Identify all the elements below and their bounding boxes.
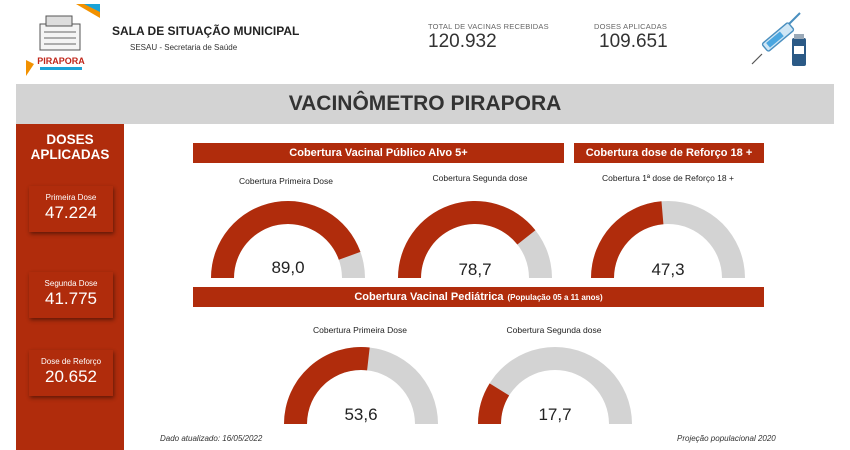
sidebar-title-line2: APLICADAS (30, 147, 110, 162)
pirapora-logo: PIRAPORA (26, 4, 100, 76)
updated-date-note: Dado atualizado: 16/05/2022 (160, 434, 263, 443)
gauge-caption-pediatric-second-dose: Cobertura Segunda dose (506, 325, 602, 335)
gauge-first-dose (211, 201, 365, 278)
kpi-value-total-vaccines: 120.932 (428, 31, 497, 52)
gauge-value-first-dose: 89,0 (271, 258, 305, 277)
section-title-booster: Cobertura dose de Reforço 18 + (585, 147, 753, 159)
section-bar-pediatric: Cobertura Vacinal Pediátrica (População … (193, 287, 764, 307)
sidebar-title: DOSES APLICADAS (16, 132, 124, 162)
card-label: Dose de Reforço (40, 357, 102, 366)
gauge-caption-second-dose: Cobertura Segunda dose (432, 173, 528, 183)
gauge-fill (478, 383, 510, 424)
card-label: Primeira Dose (45, 193, 97, 202)
gauge-fill (211, 201, 361, 278)
gauge-fill (591, 201, 664, 278)
card-label: Segunda Dose (44, 279, 98, 288)
section-title-pediatric: Cobertura Vacinal Pediátrica (354, 291, 504, 303)
org-subtitle: SESAU - Secretaria de Saúde (130, 43, 238, 52)
title-band: VACINÔMETRO PIRAPORA (16, 84, 834, 124)
card-value: 41.775 (45, 289, 97, 308)
card-value: 47.224 (45, 203, 97, 222)
header: PIRAPORA SALA DE SITUAÇÃO MUNICIPAL SESA… (0, 0, 850, 80)
gauge-track (478, 347, 632, 424)
gauge-caption-first-dose: Cobertura Primeira Dose (238, 176, 333, 186)
kpi-label-doses-applied: DOSES APLICADAS (594, 22, 668, 31)
sidebar-doses-applied: DOSES APLICADAS Primeira Dose 47.224 Seg… (16, 124, 124, 450)
card-second-dose: Segunda Dose 41.775 (29, 272, 113, 318)
gauge-value-pediatric-second-dose: 17,7 (538, 405, 572, 424)
kpi-label-total-vaccines: TOTAL DE VACINAS RECEBIDAS (428, 22, 549, 31)
population-projection-note: Projeção populacional 2020 (677, 434, 776, 443)
section-bar-booster: Cobertura dose de Reforço 18 + (574, 143, 764, 163)
sidebar-title-line1: DOSES (46, 132, 94, 147)
gauge-caption-booster: Cobertura 1ª dose de Reforço 18 + (602, 173, 734, 183)
section-title-adult: Cobertura Vacinal Público Alvo 5+ (289, 147, 468, 159)
gauge-booster (591, 201, 745, 278)
gauge-value-booster: 47,3 (651, 260, 685, 279)
svg-text:PIRAPORA: PIRAPORA (37, 56, 85, 66)
section-note-pediatric: (População 05 a 11 anos) (507, 292, 603, 302)
org-title: SALA DE SITUAÇÃO MUNICIPAL (112, 24, 300, 38)
gauge-caption-pediatric-first-dose: Cobertura Primeira Dose (312, 325, 407, 335)
card-booster-dose: Dose de Reforço 20.652 (29, 350, 113, 396)
section-bar-adult: Cobertura Vacinal Público Alvo 5+ (193, 143, 564, 163)
card-value: 20.652 (45, 367, 97, 386)
syringe-icon (751, 12, 806, 66)
page-title: VACINÔMETRO PIRAPORA (288, 92, 562, 115)
card-first-dose: Primeira Dose 47.224 (29, 186, 113, 232)
gauge-second-dose (398, 200, 552, 278)
gauge-value-second-dose: 78,7 (458, 260, 492, 279)
gauge-fill (284, 347, 370, 424)
gauge-fill (398, 200, 536, 278)
gauge-pediatric-first-dose (284, 347, 438, 424)
kpi-value-doses-applied: 109.651 (599, 31, 668, 52)
gauge-value-pediatric-first-dose: 53,6 (344, 405, 378, 424)
gauge-pediatric-second-dose (478, 347, 632, 424)
